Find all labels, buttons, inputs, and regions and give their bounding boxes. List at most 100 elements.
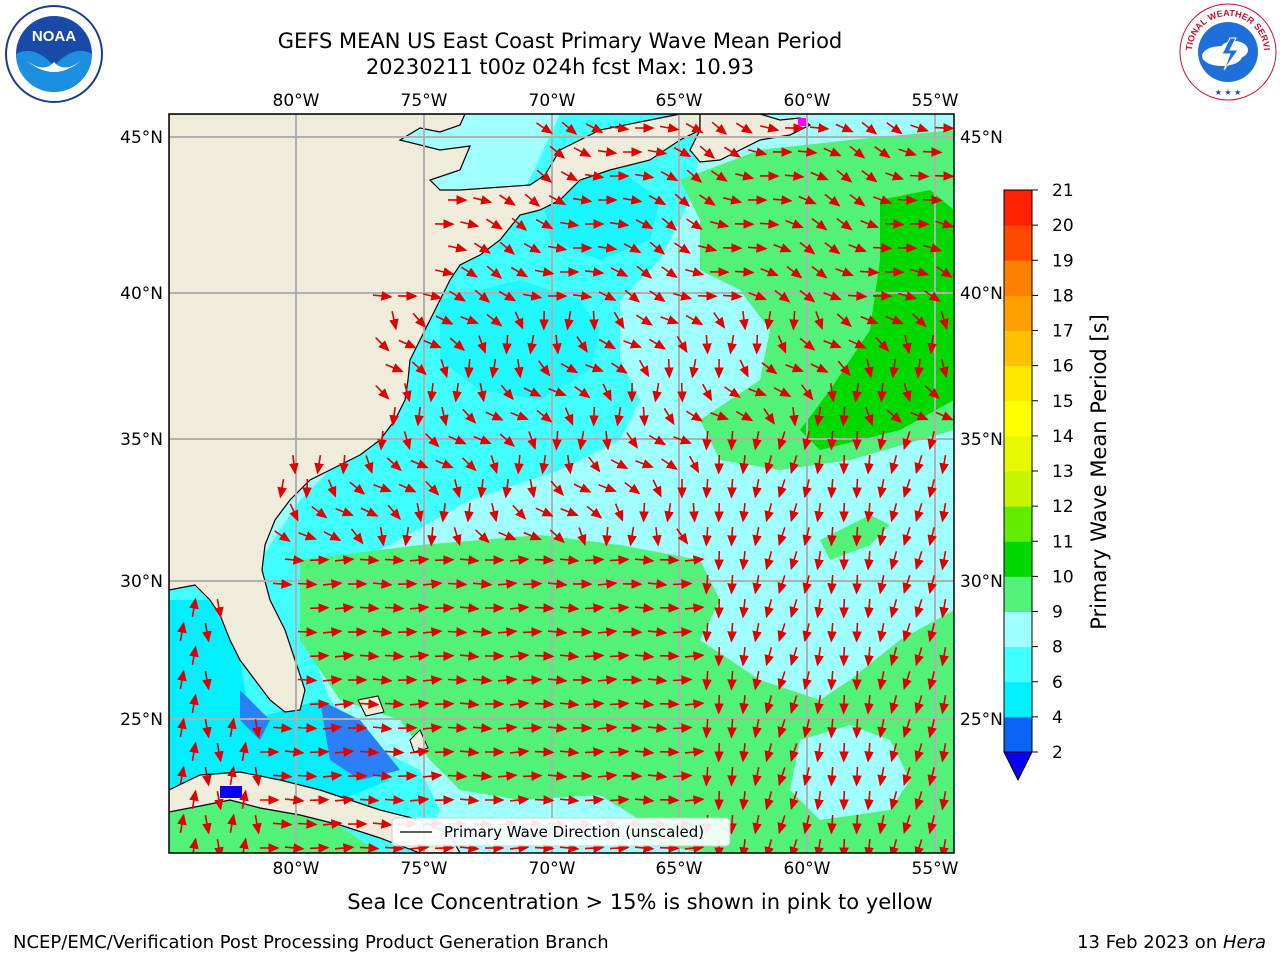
wave-arrow [189, 741, 199, 762]
lon-label-top: 55°W [912, 91, 959, 111]
wave-arrow [802, 719, 812, 739]
wave-arrow [473, 435, 492, 445]
wave-arrow [802, 767, 812, 787]
colorbar-tick-label: 15 [1052, 392, 1074, 412]
lon-label-top: 80°W [273, 91, 320, 111]
wave-arrow [735, 410, 754, 422]
wave-arrow [309, 651, 330, 661]
wave-arrow [584, 699, 605, 709]
colorbar-tick-label: 17 [1052, 322, 1074, 342]
wave-arrow [384, 555, 405, 565]
wave-arrow [409, 795, 430, 805]
wave-arrow [939, 454, 949, 475]
wave-arrow [877, 479, 887, 499]
wave-arrow [372, 723, 393, 733]
wave-arrow [902, 815, 912, 835]
wave-arrow [885, 315, 904, 325]
sea-ice-note: Sea Ice Concentration > 15% is shown in … [347, 890, 933, 914]
wave-arrow [874, 146, 891, 159]
wave-arrow [889, 743, 899, 763]
wave-arrow [752, 334, 762, 355]
wave-arrow [427, 383, 437, 403]
wave-arrow [727, 574, 737, 595]
lon-label-top: 70°W [529, 91, 576, 111]
wave-arrow [499, 194, 516, 206]
wave-arrow [836, 313, 852, 328]
wave-arrow [802, 623, 812, 643]
wave-arrow [452, 527, 462, 547]
wave-arrow [624, 289, 641, 303]
wave-arrow [723, 146, 741, 158]
wave-arrow [877, 671, 887, 691]
wave-arrow [384, 795, 405, 805]
wave-arrow [811, 265, 828, 279]
wave-arrow [323, 531, 342, 541]
wave-arrow [609, 795, 630, 805]
wave-arrow [359, 651, 380, 661]
wave-arrow [602, 431, 612, 451]
wave-arrow [462, 408, 477, 424]
wave-arrow [789, 551, 799, 571]
wave-arrow [764, 455, 774, 475]
wave-arrow [214, 838, 224, 853]
wave-arrow [334, 795, 355, 805]
wave-arrow [661, 217, 678, 231]
wave-arrow [634, 171, 655, 181]
wave-arrow [698, 243, 718, 253]
wave-arrow [538, 360, 551, 377]
wave-arrow [534, 651, 555, 661]
colorbar-swatch [1004, 506, 1032, 542]
wave-arrow [727, 718, 737, 739]
wave-arrow [272, 579, 293, 589]
wave-arrow [587, 456, 601, 473]
wave-arrow [559, 699, 580, 709]
wave-arrow [577, 430, 587, 451]
wave-arrow [548, 387, 567, 397]
colorbar-swatch [1004, 611, 1032, 648]
wave-arrow [814, 838, 824, 853]
colorbar-tick-label: 9 [1052, 603, 1063, 623]
wave-arrow [764, 599, 774, 619]
wave-arrow [534, 747, 555, 757]
wave-arrow [422, 627, 443, 637]
wave-arrow [710, 219, 730, 229]
wave-arrow [597, 147, 618, 157]
wave-arrow [789, 839, 799, 853]
wave-arrow [414, 503, 424, 523]
wave-arrow [514, 454, 524, 475]
wave-arrow [659, 651, 680, 661]
svg-text:★ ★ ★: ★ ★ ★ [1215, 88, 1242, 97]
wave-arrow [848, 243, 867, 253]
wave-arrow [660, 170, 679, 182]
wave-arrow [702, 718, 712, 739]
wave-arrow [898, 147, 918, 157]
wave-arrow [672, 675, 693, 685]
wave-arrow [852, 382, 862, 403]
wave-arrow [939, 742, 949, 763]
lon-label-bottom: 75°W [401, 859, 448, 879]
wave-arrow [889, 503, 899, 523]
wave-arrow [435, 315, 454, 325]
wave-arrow [927, 527, 937, 547]
wave-arrow [589, 310, 599, 331]
wave-arrow [626, 432, 639, 449]
wave-arrow [372, 771, 393, 781]
wave-arrow [472, 723, 493, 733]
wave-arrow [923, 243, 943, 253]
wave-arrow [584, 555, 605, 565]
wave-arrow [522, 627, 543, 637]
wave-arrow [536, 169, 553, 183]
wave-arrow [611, 362, 628, 374]
wave-arrow [509, 795, 530, 805]
wave-arrow [864, 359, 874, 379]
wave-arrow [447, 723, 468, 733]
wave-arrow [849, 193, 866, 207]
wave-arrow [322, 627, 343, 637]
wave-arrow [372, 579, 393, 589]
wave-arrow [252, 718, 262, 739]
wave-arrow [447, 675, 468, 685]
wave-arrow [434, 843, 455, 853]
wave-arrow [839, 838, 849, 853]
wave-arrow [384, 603, 405, 613]
wave-arrow [572, 195, 593, 205]
